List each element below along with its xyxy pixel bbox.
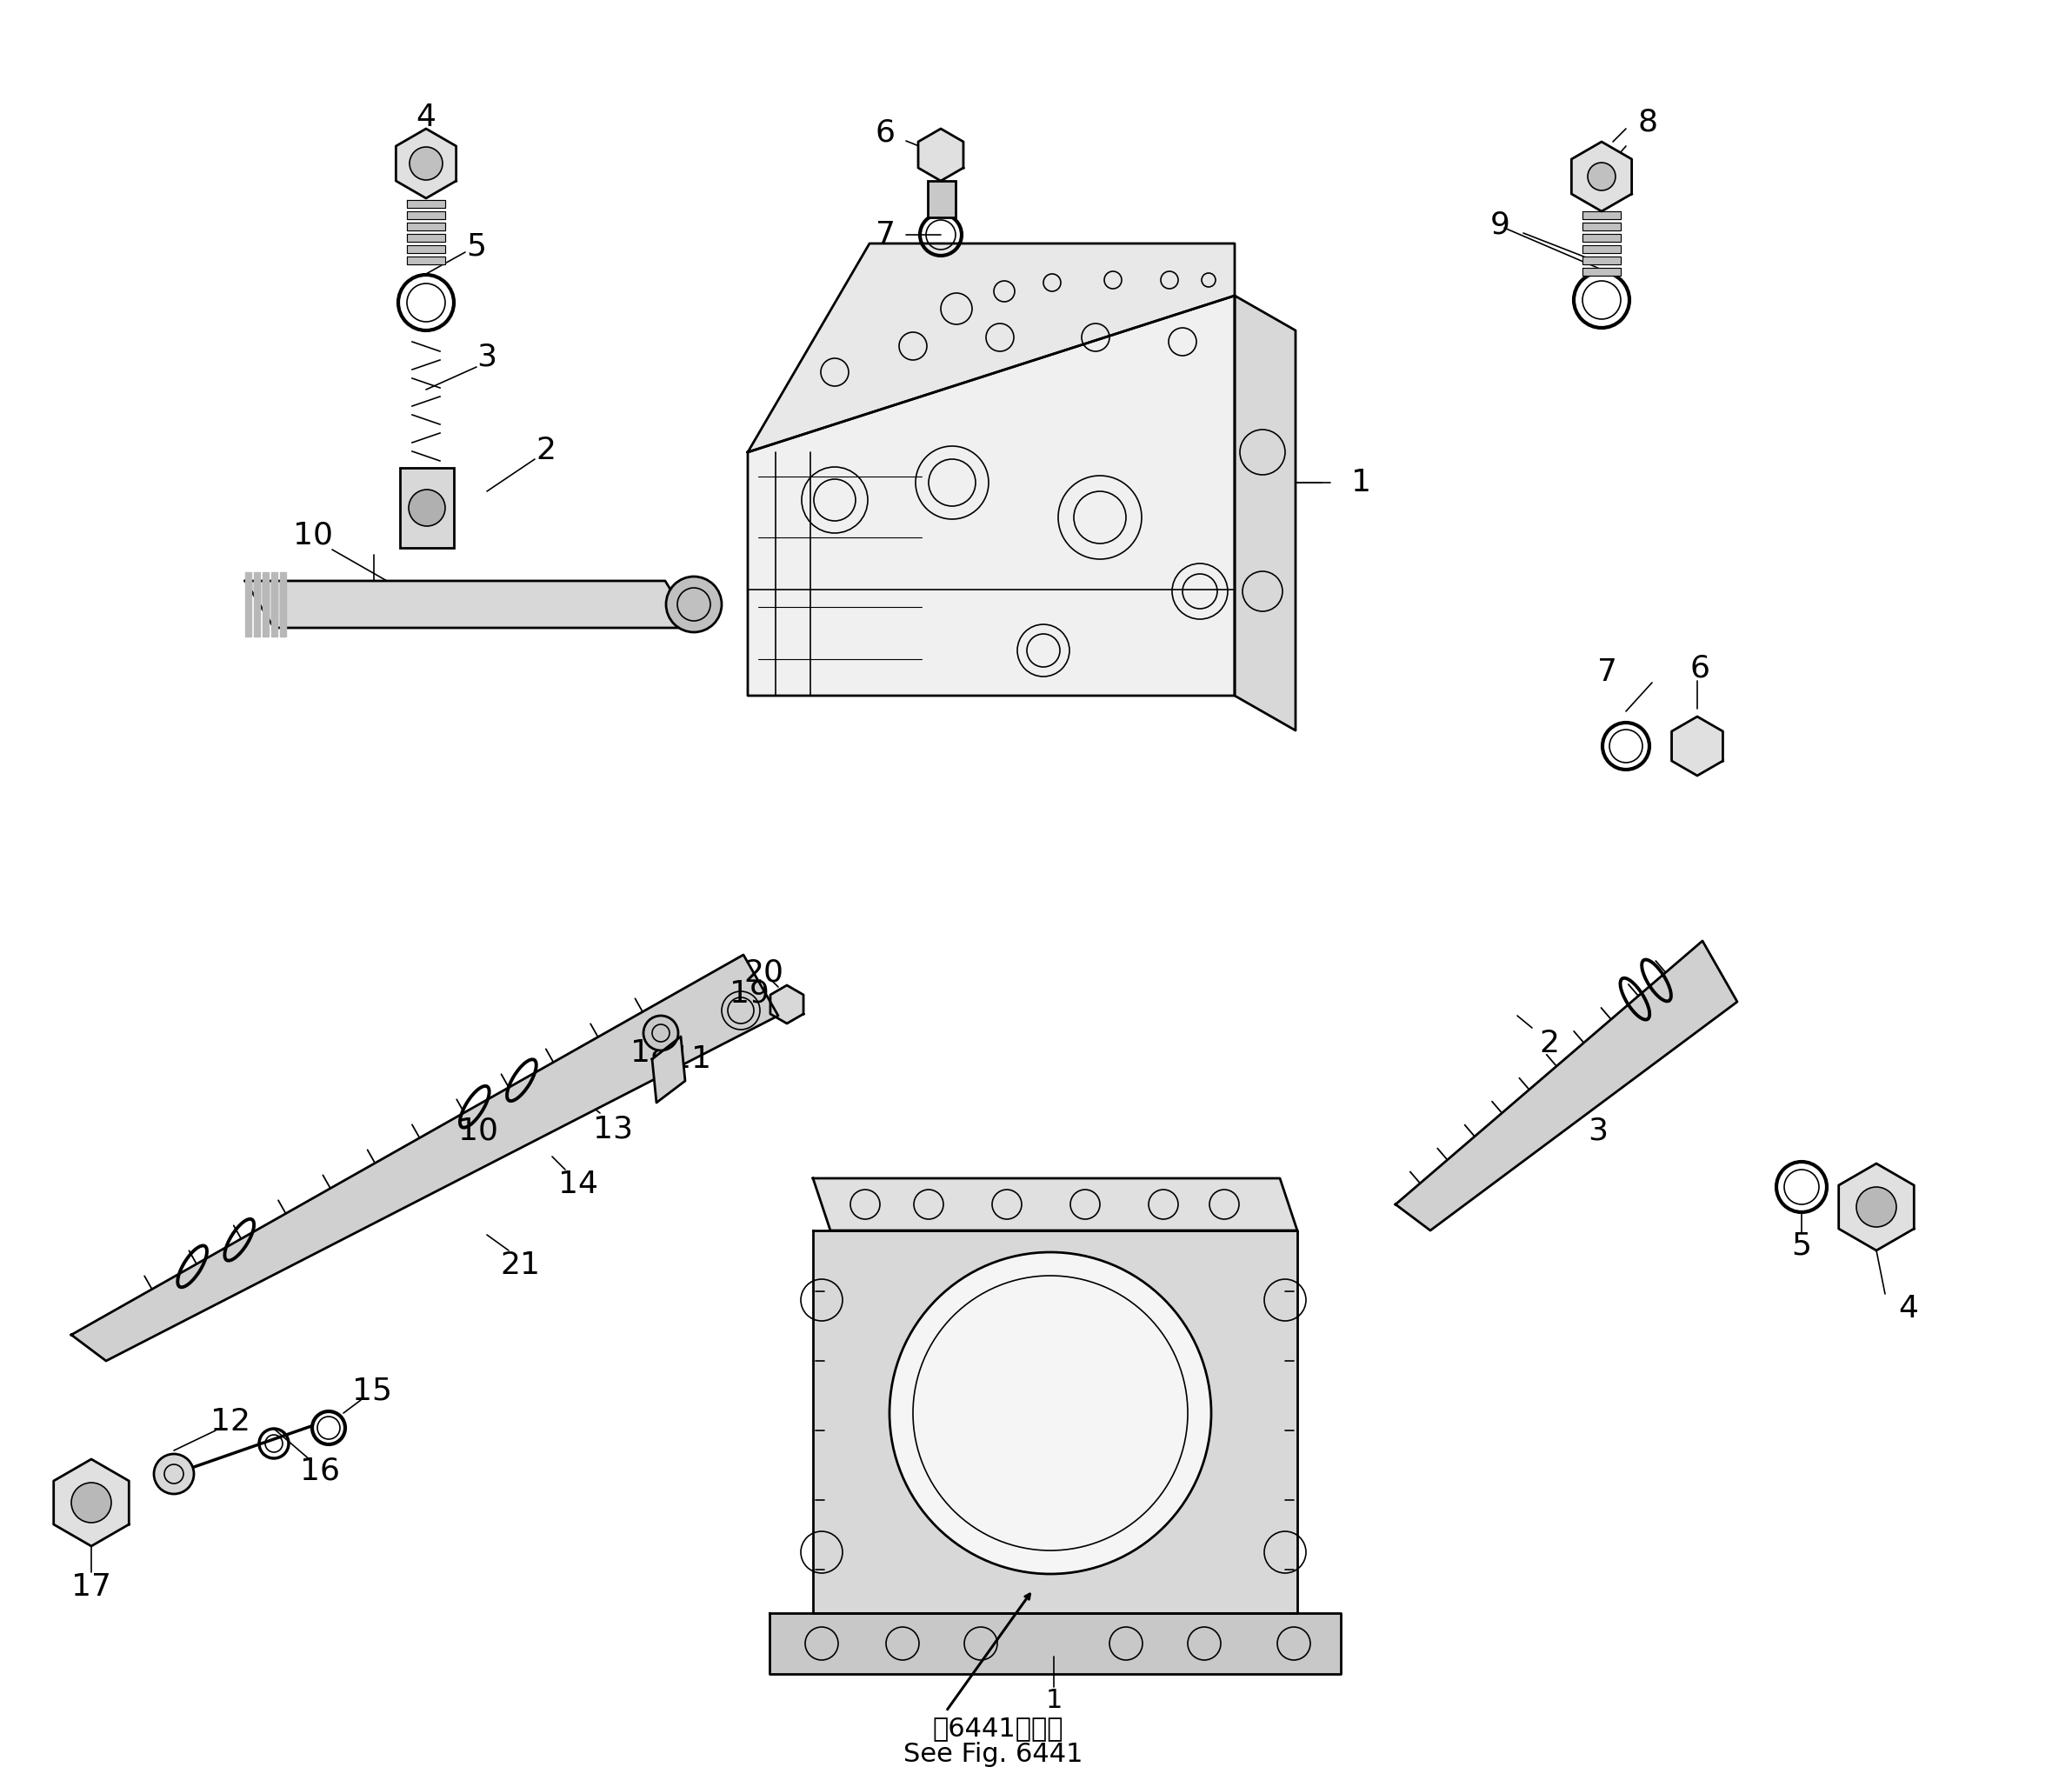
- Text: 1: 1: [1046, 1687, 1063, 1712]
- Polygon shape: [1583, 223, 1620, 231]
- Text: 17: 17: [70, 1573, 112, 1601]
- Circle shape: [1587, 163, 1616, 191]
- Polygon shape: [812, 1231, 1297, 1614]
- Circle shape: [408, 490, 445, 525]
- Text: 13: 13: [593, 1113, 632, 1144]
- Text: 11: 11: [671, 1044, 711, 1074]
- Polygon shape: [1583, 268, 1620, 275]
- Text: 9: 9: [1490, 209, 1510, 239]
- Text: 5: 5: [466, 231, 487, 261]
- Polygon shape: [54, 1460, 128, 1546]
- Text: 6: 6: [874, 118, 895, 147]
- Circle shape: [644, 1015, 678, 1051]
- Text: 7: 7: [1598, 658, 1616, 686]
- Polygon shape: [653, 1036, 686, 1103]
- Polygon shape: [406, 211, 445, 220]
- Circle shape: [153, 1455, 195, 1494]
- Polygon shape: [1571, 141, 1633, 211]
- Polygon shape: [271, 572, 278, 636]
- Circle shape: [1857, 1187, 1896, 1228]
- Text: 3: 3: [1587, 1115, 1608, 1145]
- Polygon shape: [263, 572, 269, 636]
- Text: 7: 7: [874, 220, 895, 250]
- Polygon shape: [1583, 257, 1620, 264]
- Circle shape: [665, 577, 721, 633]
- Text: 10: 10: [292, 520, 334, 550]
- Polygon shape: [244, 581, 694, 627]
- Text: 6: 6: [1691, 652, 1709, 683]
- Polygon shape: [406, 257, 445, 264]
- Circle shape: [70, 1483, 112, 1523]
- Polygon shape: [244, 572, 251, 636]
- Text: 14: 14: [557, 1170, 599, 1199]
- Polygon shape: [406, 223, 445, 231]
- Polygon shape: [1583, 245, 1620, 254]
- Text: 1: 1: [1351, 468, 1372, 497]
- Text: 21: 21: [499, 1251, 541, 1279]
- Bar: [928, 180, 955, 218]
- Text: 8: 8: [1637, 107, 1658, 136]
- Polygon shape: [1672, 717, 1722, 776]
- Circle shape: [410, 147, 443, 180]
- Bar: [400, 468, 454, 549]
- Text: 20: 20: [744, 958, 783, 986]
- Polygon shape: [771, 985, 804, 1024]
- Text: 15: 15: [352, 1376, 392, 1406]
- Polygon shape: [406, 245, 445, 254]
- Polygon shape: [1583, 211, 1620, 220]
- Polygon shape: [1235, 295, 1295, 731]
- Text: 4: 4: [1898, 1294, 1919, 1324]
- Text: 12: 12: [211, 1406, 251, 1437]
- Polygon shape: [280, 572, 286, 636]
- Text: 18: 18: [630, 1038, 671, 1067]
- Text: 5: 5: [1792, 1231, 1811, 1260]
- Text: 3: 3: [477, 341, 497, 372]
- Text: 第6441図参照: 第6441図参照: [932, 1716, 1063, 1741]
- Text: See Fig. 6441: See Fig. 6441: [903, 1742, 1084, 1767]
- Polygon shape: [748, 295, 1235, 695]
- Text: 16: 16: [300, 1456, 340, 1487]
- Polygon shape: [918, 129, 963, 180]
- Polygon shape: [406, 200, 445, 207]
- Polygon shape: [70, 954, 779, 1362]
- Polygon shape: [406, 234, 445, 241]
- Text: 10: 10: [458, 1115, 497, 1145]
- Text: 2: 2: [1539, 1029, 1560, 1058]
- Polygon shape: [769, 1614, 1341, 1674]
- Text: 19: 19: [729, 977, 769, 1008]
- Circle shape: [889, 1253, 1212, 1574]
- Polygon shape: [1583, 234, 1620, 241]
- Polygon shape: [1397, 942, 1736, 1231]
- Polygon shape: [396, 129, 456, 198]
- Polygon shape: [748, 243, 1235, 452]
- Polygon shape: [255, 572, 259, 636]
- Polygon shape: [812, 1178, 1297, 1231]
- Text: 2: 2: [537, 436, 555, 465]
- Text: 4: 4: [416, 102, 435, 132]
- Polygon shape: [1838, 1163, 1915, 1251]
